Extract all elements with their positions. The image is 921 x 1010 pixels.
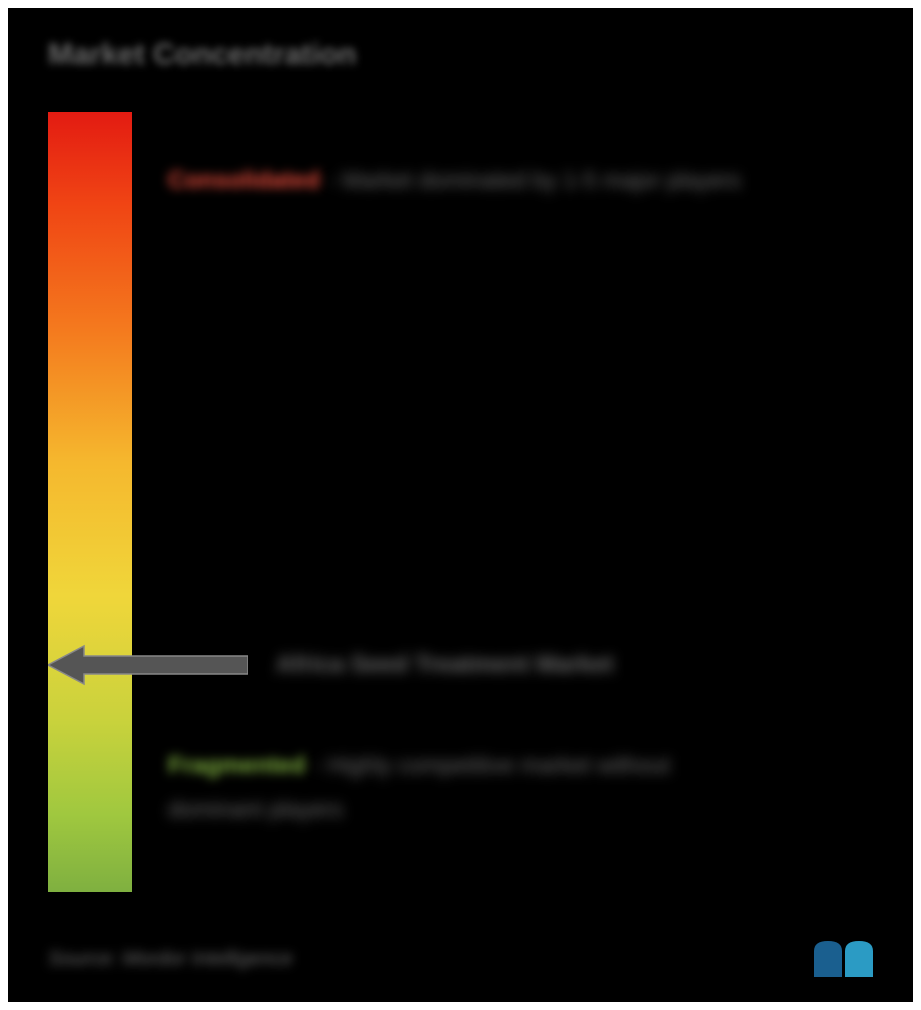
consolidated-label: Consolidated <box>168 167 320 195</box>
consolidated-row: Consolidated - Market dominated by 1-5 m… <box>168 167 853 195</box>
fragmented-description-1: - Highly competitive market without <box>313 752 670 779</box>
labels-area: Consolidated - Market dominated by 1-5 m… <box>168 112 853 892</box>
chart-title: Market Concentration <box>48 38 873 72</box>
source-attribution: Source: Mordor Intelligence <box>48 948 293 971</box>
consolidated-description: - Market dominated by 1-5 major players <box>328 167 741 194</box>
brand-logo <box>814 941 873 977</box>
market-name-label: Africa Seed Treatment Market <box>276 651 613 679</box>
concentration-gradient-bar <box>48 112 132 892</box>
logo-part-1-icon <box>814 941 842 977</box>
market-position-arrow-row: Africa Seed Treatment Market <box>48 642 613 688</box>
fragmented-label: Fragmented <box>168 752 305 780</box>
logo-part-2-icon <box>845 941 873 977</box>
fragmented-block: Fragmented - Highly competitive market w… <box>168 752 853 823</box>
fragmented-description-2: dominant players <box>168 796 853 823</box>
content-area: Consolidated - Market dominated by 1-5 m… <box>48 112 873 912</box>
arrow-icon <box>48 642 248 688</box>
fragmented-line1: Fragmented - Highly competitive market w… <box>168 752 853 780</box>
footer: Source: Mordor Intelligence <box>48 941 873 977</box>
infographic-container: Market Concentration Consolidated <box>8 8 913 1002</box>
